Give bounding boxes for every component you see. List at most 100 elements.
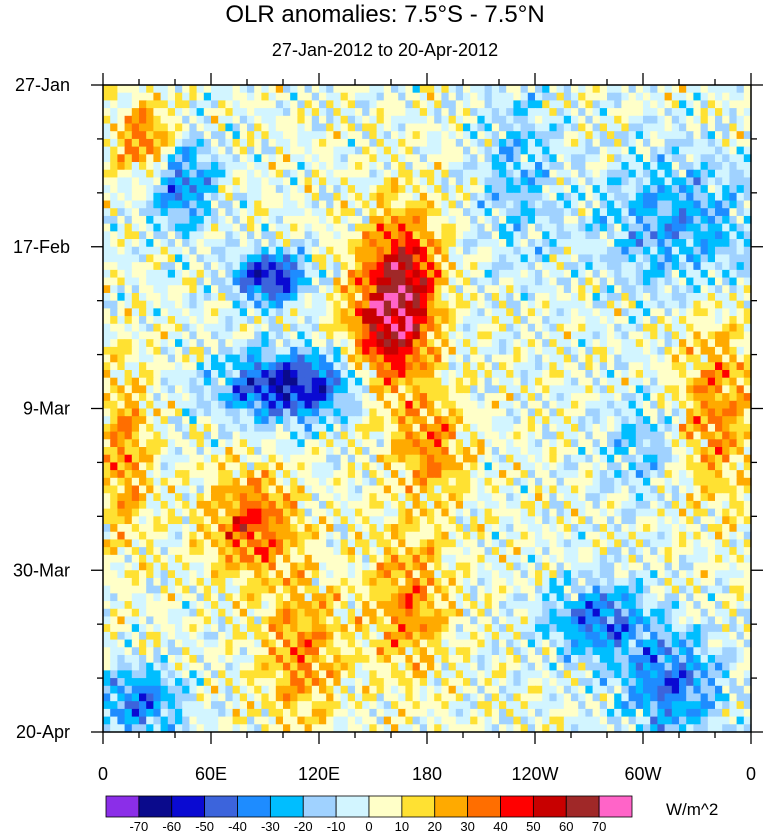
heatmap-cell xyxy=(153,423,162,433)
heatmap-cell xyxy=(340,269,349,279)
heatmap-cell xyxy=(304,477,313,487)
heatmap-cell xyxy=(664,123,673,132)
heatmap-cell xyxy=(635,200,644,209)
heatmap-cell xyxy=(232,262,241,271)
heatmap-cell xyxy=(470,346,478,356)
heatmap-cell xyxy=(182,231,190,240)
heatmap-cell xyxy=(398,316,406,325)
heatmap-cell xyxy=(520,92,529,101)
heatmap-cell xyxy=(729,447,738,456)
heatmap-cell xyxy=(549,231,558,240)
heatmap-cell xyxy=(369,431,378,440)
heatmap-cell xyxy=(513,262,522,271)
heatmap-cell xyxy=(196,400,205,410)
heatmap-cell xyxy=(153,154,162,163)
heatmap-cell xyxy=(110,416,118,425)
heatmap-cell xyxy=(218,239,226,248)
heatmap-cell xyxy=(412,346,421,356)
heatmap-cell xyxy=(455,439,464,448)
heatmap-cell xyxy=(578,185,586,194)
heatmap-cell xyxy=(110,393,118,402)
heatmap-cell xyxy=(340,200,349,209)
heatmap-cell xyxy=(333,138,342,148)
heatmap-cell xyxy=(671,123,680,132)
heatmap-cell xyxy=(412,369,421,379)
heatmap-cell xyxy=(247,416,255,425)
heatmap-cell xyxy=(297,477,306,487)
heatmap-cell xyxy=(211,239,219,248)
heatmap-cell xyxy=(254,447,262,456)
heatmap-cell xyxy=(463,146,471,155)
heatmap-cell xyxy=(549,385,558,394)
heatmap-cell xyxy=(743,154,752,163)
heatmap-cell xyxy=(412,169,421,179)
heatmap-cell xyxy=(333,192,342,202)
heatmap-cell xyxy=(527,215,536,225)
heatmap-cell xyxy=(376,393,385,402)
heatmap-cell xyxy=(391,254,399,263)
heatmap-cell xyxy=(167,500,176,510)
heatmap-cell xyxy=(326,269,334,279)
heatmap-cell xyxy=(743,439,752,448)
heatmap-cell xyxy=(319,85,327,94)
heatmap-cell xyxy=(232,115,241,125)
heatmap-cell xyxy=(441,292,450,302)
heatmap-cell xyxy=(326,262,334,271)
heatmap-cell xyxy=(326,354,334,363)
heatmap-cell xyxy=(383,254,392,263)
heatmap-cell xyxy=(182,285,190,294)
heatmap-cell xyxy=(664,138,673,148)
heatmap-cell xyxy=(117,239,126,248)
heatmap-cell xyxy=(131,393,140,402)
heatmap-cell xyxy=(499,346,507,356)
heatmap-cell xyxy=(175,362,183,371)
heatmap-cell xyxy=(635,154,644,163)
heatmap-cell xyxy=(340,400,349,410)
heatmap-cell xyxy=(203,470,212,479)
heatmap-cell xyxy=(383,500,392,510)
heatmap-cell xyxy=(463,316,471,325)
heatmap-cell xyxy=(383,115,392,125)
heatmap-cell xyxy=(225,508,234,517)
heatmap-cell xyxy=(369,215,378,225)
heatmap-cell xyxy=(607,92,615,101)
heatmap-cell xyxy=(340,246,349,256)
heatmap-cell xyxy=(542,493,550,502)
heatmap-cell xyxy=(167,200,176,209)
heatmap-cell xyxy=(232,477,241,487)
heatmap-cell xyxy=(571,485,579,494)
heatmap-cell xyxy=(729,423,738,433)
heatmap-cell xyxy=(506,416,514,425)
heatmap-cell xyxy=(599,208,608,217)
heatmap-cell xyxy=(175,239,183,248)
heatmap-cell xyxy=(578,346,586,356)
heatmap-cell xyxy=(722,308,730,317)
heatmap-cell xyxy=(491,223,500,232)
heatmap-cell xyxy=(319,254,327,263)
heatmap-cell xyxy=(743,131,752,140)
heatmap-cell xyxy=(225,470,234,479)
heatmap-cell xyxy=(383,208,392,217)
heatmap-cell xyxy=(189,100,198,109)
heatmap-cell xyxy=(671,108,680,117)
heatmap-cell xyxy=(635,393,644,402)
heatmap-cell xyxy=(592,308,601,317)
heatmap-cell xyxy=(333,331,342,340)
heatmap-cell xyxy=(232,92,241,101)
heatmap-cell xyxy=(103,331,111,340)
heatmap-cell xyxy=(578,131,586,140)
heatmap-cell xyxy=(167,100,176,109)
heatmap-cell xyxy=(549,146,558,155)
heatmap-cell xyxy=(239,146,248,155)
heatmap-cell xyxy=(628,123,637,132)
heatmap-cell xyxy=(110,169,118,179)
heatmap-cell xyxy=(124,231,133,240)
heatmap-cell xyxy=(254,185,262,194)
heatmap-cell xyxy=(643,369,651,379)
heatmap-cell xyxy=(268,177,277,186)
heatmap-cell xyxy=(196,300,205,309)
heatmap-cell xyxy=(578,285,586,294)
heatmap-cell xyxy=(333,500,342,510)
heatmap-cell xyxy=(693,462,702,471)
heatmap-cell xyxy=(254,300,262,309)
